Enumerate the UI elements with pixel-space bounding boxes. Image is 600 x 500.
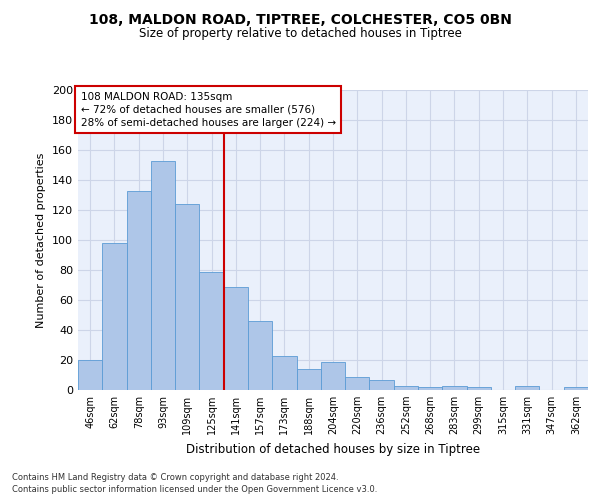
Bar [272, 356, 296, 390]
Text: Distribution of detached houses by size in Tiptree: Distribution of detached houses by size … [186, 442, 480, 456]
Bar [321, 362, 345, 390]
Y-axis label: Number of detached properties: Number of detached properties [37, 152, 46, 328]
Text: Size of property relative to detached houses in Tiptree: Size of property relative to detached ho… [139, 28, 461, 40]
Bar [224, 286, 248, 390]
Bar [175, 204, 199, 390]
Bar [394, 386, 418, 390]
Bar [442, 386, 467, 390]
Bar [370, 380, 394, 390]
Text: 108 MALDON ROAD: 135sqm
← 72% of detached houses are smaller (576)
28% of semi-d: 108 MALDON ROAD: 135sqm ← 72% of detache… [80, 92, 335, 128]
Bar [515, 386, 539, 390]
Text: 108, MALDON ROAD, TIPTREE, COLCHESTER, CO5 0BN: 108, MALDON ROAD, TIPTREE, COLCHESTER, C… [89, 12, 511, 26]
Text: Contains public sector information licensed under the Open Government Licence v3: Contains public sector information licen… [12, 485, 377, 494]
Bar [467, 387, 491, 390]
Text: Contains HM Land Registry data © Crown copyright and database right 2024.: Contains HM Land Registry data © Crown c… [12, 472, 338, 482]
Bar [151, 160, 175, 390]
Bar [418, 387, 442, 390]
Bar [199, 272, 224, 390]
Bar [564, 387, 588, 390]
Bar [78, 360, 102, 390]
Bar [127, 190, 151, 390]
Bar [345, 376, 370, 390]
Bar [248, 321, 272, 390]
Bar [102, 243, 127, 390]
Bar [296, 369, 321, 390]
